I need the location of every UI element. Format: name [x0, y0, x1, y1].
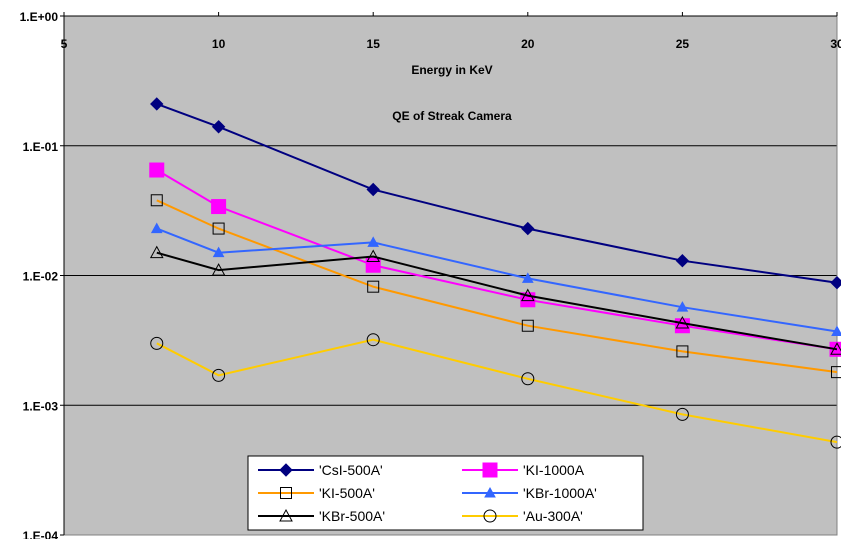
data-point-2-3 [521, 319, 534, 332]
series-line-1 [156, 169, 838, 351]
data-point-4-3 [520, 288, 535, 302]
data-point-5-4 [675, 407, 689, 421]
data-point-3-4 [676, 301, 689, 312]
legend-marker-1 [482, 462, 498, 478]
x-tick-label-2: 15 [367, 37, 381, 51]
legend: 'CsI-500A' 'KI-1000A 'KI-500A' 'KBr-1000A' '… [247, 455, 644, 531]
chart-title: QE of Streak Camera [392, 109, 512, 123]
y-ticks: 1.E+00 1.E-01 1.E-02 1.E-03 1.E-04 [20, 10, 64, 539]
legend-marker-5 [483, 509, 497, 523]
data-point-4-2 [366, 249, 381, 263]
data-point-4-0 [149, 245, 164, 259]
series-2 [150, 194, 841, 379]
data-point-0-5 [830, 275, 841, 290]
data-point-3-1 [212, 246, 225, 258]
legend-item-3: 'KBr-1000A' [462, 485, 597, 501]
series-line-3 [156, 227, 838, 333]
data-point-0-4 [675, 254, 690, 268]
legend-label-3: 'KBr-1000A' [523, 485, 597, 501]
x-tick-label-4: 25 [676, 37, 690, 51]
data-point-5-1 [212, 368, 226, 382]
data-point-2-5 [831, 366, 841, 379]
x-ticks: 5 10 15 20 25 30 [61, 12, 841, 51]
y-tick-label-1: 1.E-01 [23, 140, 59, 154]
y-tick-label-0: 1.E+00 [20, 10, 59, 24]
legend-label-4: 'KBr-500A' [319, 508, 385, 524]
series-layer [149, 97, 841, 449]
data-point-2-4 [676, 345, 689, 358]
series-5 [150, 333, 841, 449]
legend-label-2: 'KI-500A' [319, 485, 375, 501]
legend-item-1: 'KI-1000A [462, 462, 585, 478]
legend-item-2: 'KI-500A' [258, 485, 375, 501]
legend-label-1: 'KI-1000A [523, 462, 585, 478]
data-point-0-2 [366, 182, 380, 197]
x-tick-label-1: 10 [212, 37, 226, 51]
data-point-3-5 [831, 325, 841, 337]
legend-marker-4 [279, 508, 293, 522]
legend-marker-3 [484, 486, 496, 498]
x-tick-label-3: 20 [521, 37, 535, 51]
data-point-3-0 [150, 222, 163, 234]
data-point-0-0 [150, 97, 164, 111]
series-line-5 [156, 338, 838, 444]
legend-item-0: 'CsI-500A' [258, 462, 383, 478]
series-3 [150, 222, 841, 337]
legend-item-4: 'KBr-500A' [258, 508, 385, 524]
y-tick-label-3: 1.E-03 [23, 399, 59, 413]
data-point-2-0 [150, 194, 163, 207]
data-point-5-3 [521, 372, 535, 386]
data-point-4-5 [830, 342, 841, 355]
data-point-5-5 [830, 435, 841, 449]
legend-marker-2 [280, 487, 292, 499]
data-point-5-2 [366, 333, 380, 347]
legend-marker-0 [279, 463, 293, 477]
data-point-3-2 [367, 236, 380, 247]
data-point-0-3 [521, 221, 535, 236]
data-point-3-3 [521, 272, 534, 283]
data-point-0-1 [211, 120, 226, 134]
legend-item-5: 'Au-300A' [462, 508, 583, 524]
x-tick-label-0: 5 [61, 37, 68, 51]
series-line-0 [156, 102, 838, 284]
x-axis-title: Energy in KeV [411, 63, 492, 77]
series-4 [149, 245, 841, 355]
x-tick-label-5: 30 [830, 37, 841, 51]
series-line-4 [156, 251, 838, 351]
y-tick-label-2: 1.E-02 [23, 270, 59, 284]
data-point-4-4 [675, 316, 690, 329]
series-0 [150, 97, 841, 290]
series-line-2 [156, 199, 838, 374]
data-point-5-0 [150, 336, 164, 350]
data-point-4-1 [211, 263, 226, 276]
data-point-2-1 [212, 222, 225, 235]
data-point-1-1 [211, 199, 227, 215]
y-tick-label-4: 1.E-04 [23, 529, 59, 539]
legend-label-5: 'Au-300A' [523, 508, 583, 524]
data-point-2-2 [367, 280, 380, 293]
legend-label-0: 'CsI-500A' [319, 462, 383, 478]
data-point-1-0 [149, 162, 165, 178]
